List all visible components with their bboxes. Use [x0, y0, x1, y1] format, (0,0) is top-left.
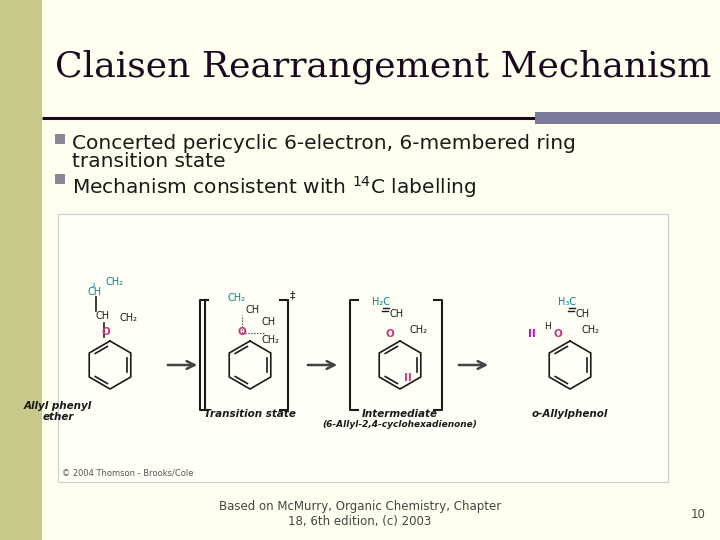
Text: CH₂: CH₂ — [262, 335, 280, 345]
Text: Concerted pericyclic 6-electron, 6-membered ring: Concerted pericyclic 6-electron, 6-membe… — [72, 134, 576, 153]
Text: ₂: ₂ — [92, 280, 96, 289]
Text: CH: CH — [246, 305, 260, 315]
Text: CH: CH — [576, 309, 590, 319]
Text: Mechanism consistent with $^{14}$C labelling: Mechanism consistent with $^{14}$C label… — [72, 174, 477, 200]
Text: Intermediate: Intermediate — [362, 409, 438, 419]
Text: CH₂: CH₂ — [410, 325, 428, 335]
Text: CH₂: CH₂ — [582, 325, 600, 335]
Text: CH: CH — [88, 287, 102, 297]
Text: O: O — [238, 327, 247, 337]
Text: CH₂: CH₂ — [228, 293, 246, 303]
Bar — [55, 174, 65, 184]
Text: CH₂: CH₂ — [106, 277, 124, 287]
Text: Transition state: Transition state — [204, 409, 296, 419]
Text: Allyl phenyl: Allyl phenyl — [24, 401, 92, 411]
Text: O: O — [102, 327, 111, 337]
Text: Based on McMurry, Organic Chemistry, Chapter
18, 6th edition, (c) 2003: Based on McMurry, Organic Chemistry, Cha… — [219, 500, 501, 528]
Text: 10: 10 — [691, 508, 706, 521]
Bar — [55, 134, 65, 144]
Text: o-Allylphenol: o-Allylphenol — [532, 409, 608, 419]
Text: CH: CH — [96, 311, 110, 321]
Text: O: O — [554, 329, 563, 339]
Text: Claisen Rearrangement Mechanism: Claisen Rearrangement Mechanism — [55, 50, 711, 84]
Text: transition state: transition state — [72, 152, 225, 171]
Text: ‡: ‡ — [290, 290, 295, 300]
Bar — [0, 0, 42, 540]
Text: H₃C: H₃C — [558, 297, 576, 307]
Bar — [58, 214, 668, 482]
Text: O: O — [386, 329, 395, 339]
Text: CH: CH — [262, 317, 276, 327]
Text: CH: CH — [390, 309, 404, 319]
Text: CH₂: CH₂ — [120, 313, 138, 323]
Text: (6-Allyl-2,4-cyclohexadienone): (6-Allyl-2,4-cyclohexadienone) — [323, 420, 477, 429]
Bar — [535, 112, 720, 124]
Text: H: H — [544, 322, 551, 331]
Text: H₂C: H₂C — [372, 297, 390, 307]
Text: ether: ether — [42, 412, 73, 422]
Text: © 2004 Thomson - Brooks/Cole: © 2004 Thomson - Brooks/Cole — [62, 469, 194, 478]
Text: II: II — [528, 329, 536, 339]
Text: II: II — [404, 373, 412, 383]
